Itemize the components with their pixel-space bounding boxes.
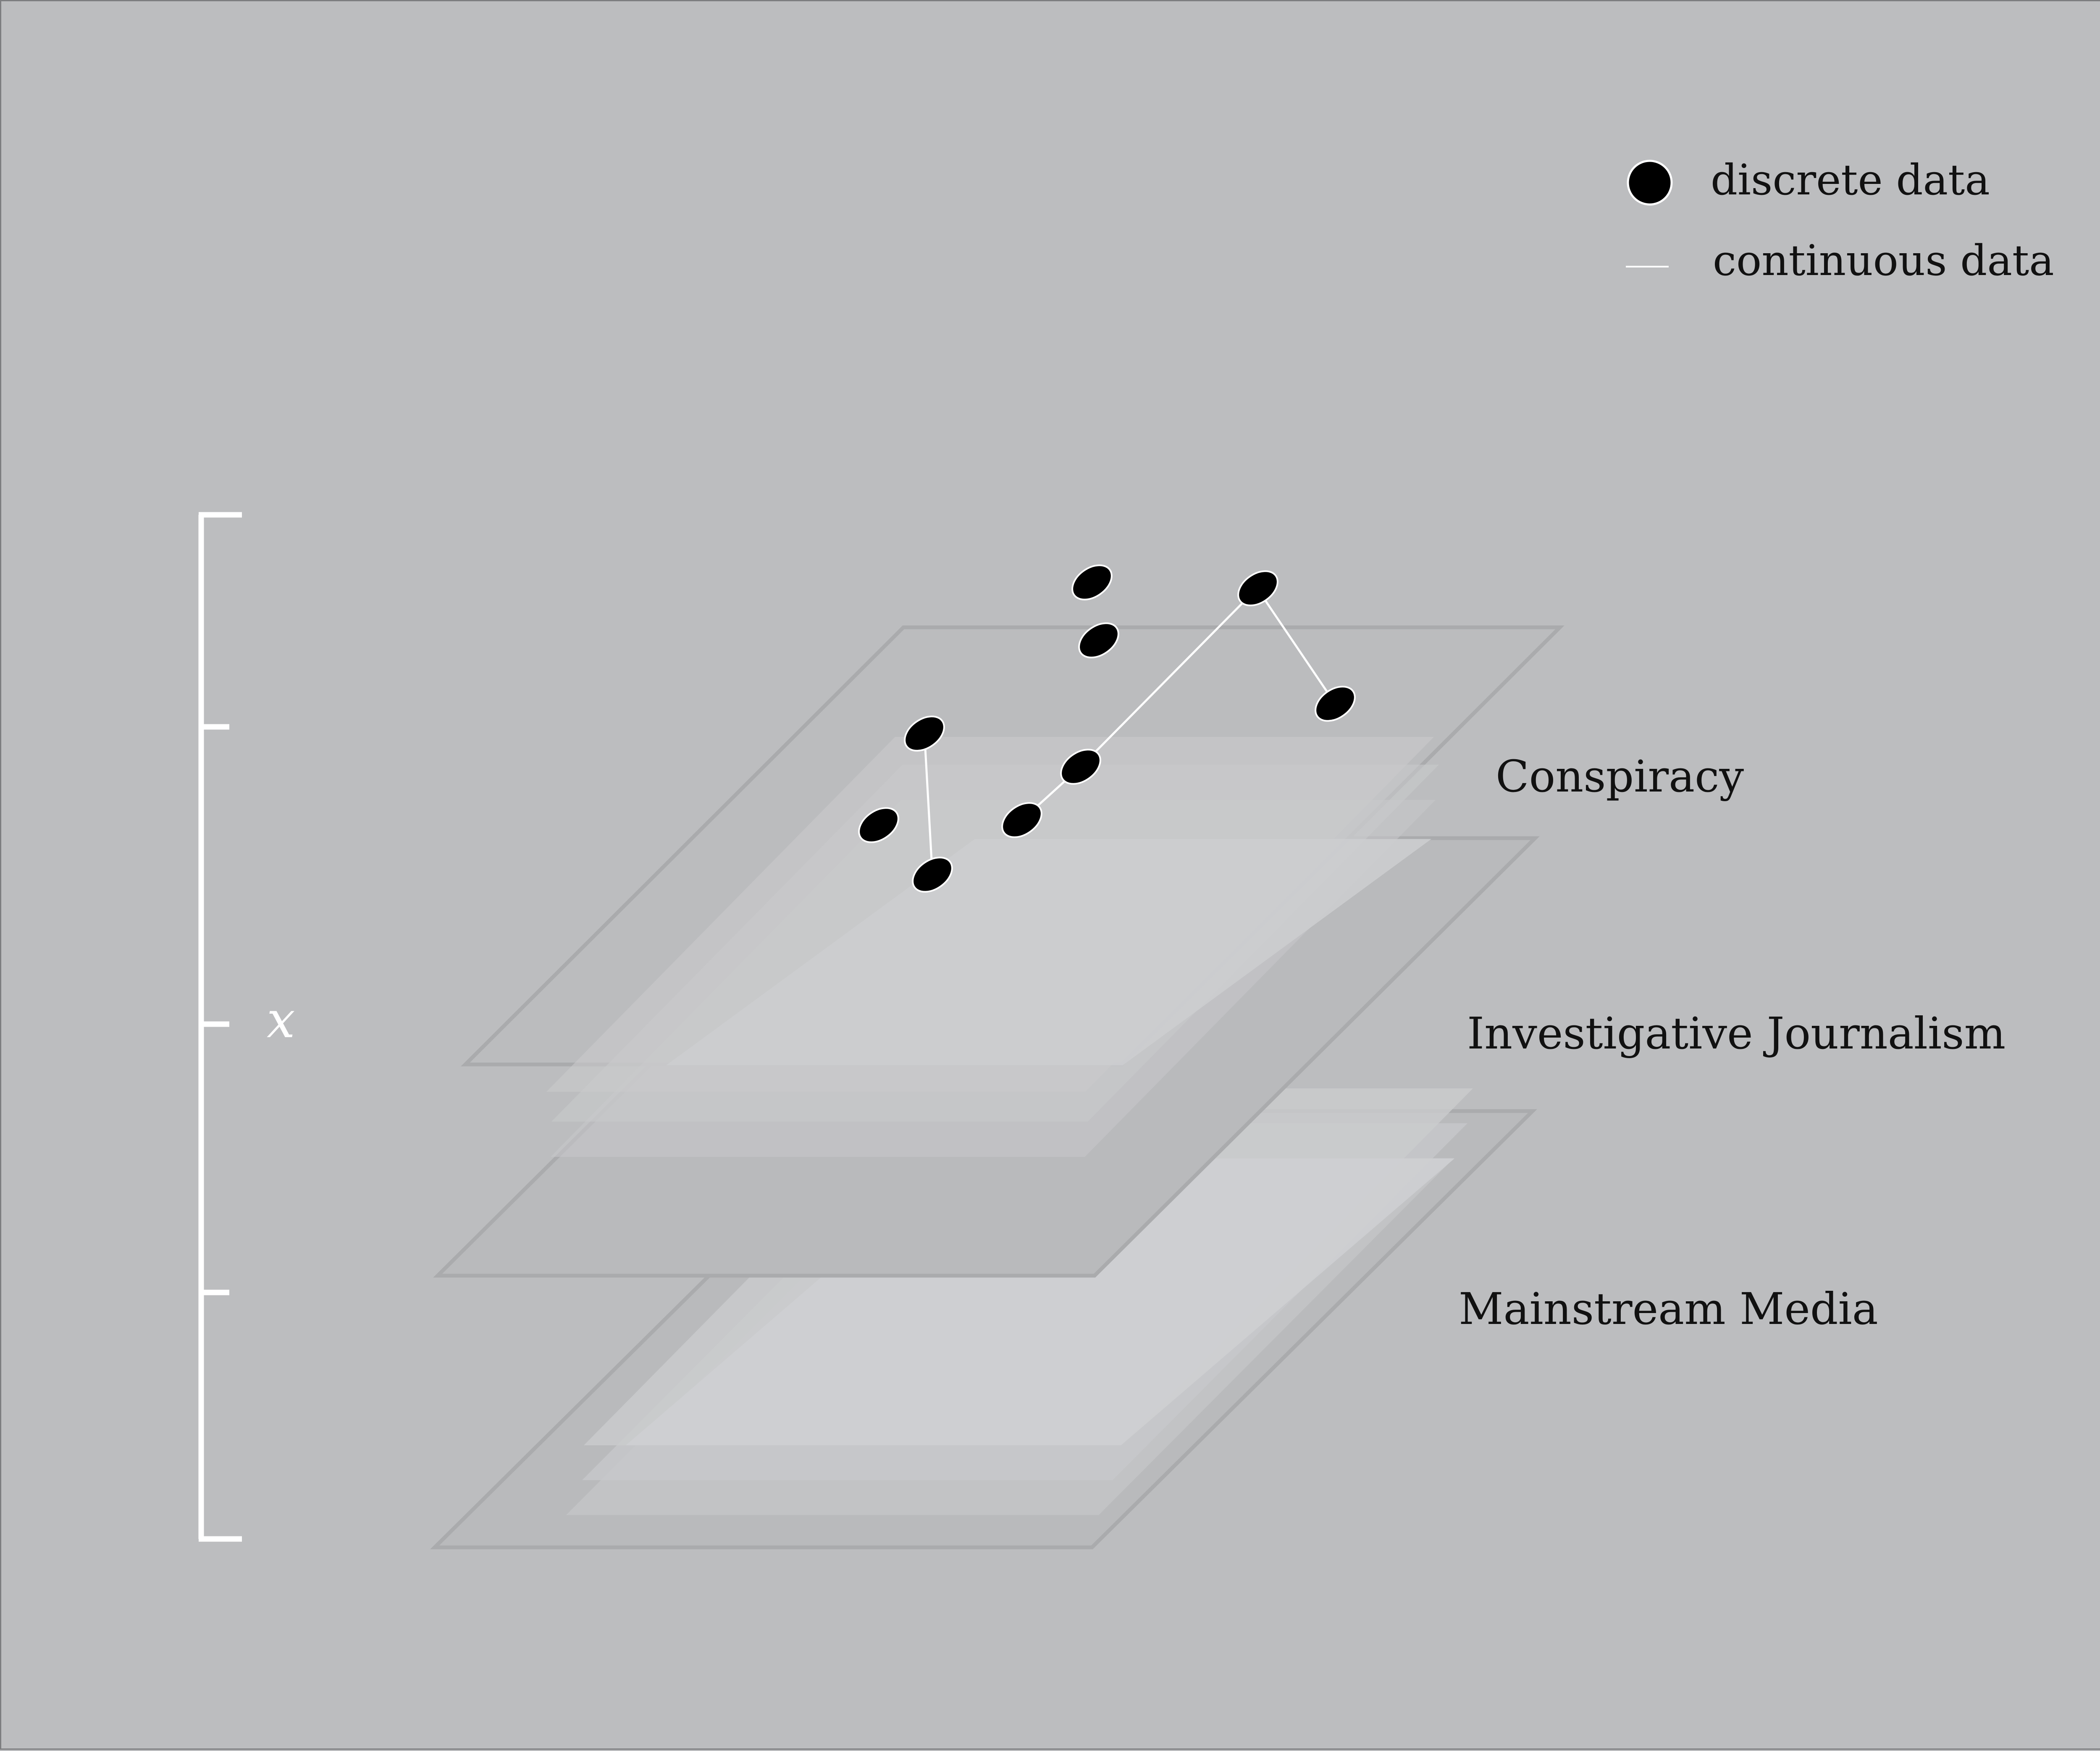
- layer-label-mainstream-media: Mainstream Media: [1459, 1283, 1878, 1334]
- legend-continuous-label: continuous data: [1713, 236, 2054, 285]
- legend: discrete data continuous data: [1626, 155, 2054, 285]
- legend-discrete-marker: [1628, 161, 1672, 204]
- layer-label-conspiracy: Conspiracy: [1496, 751, 1744, 802]
- layer-label-investigative-journalism: Investigative Journalism: [1467, 1008, 2006, 1059]
- axis-variable-label: x: [267, 991, 295, 1049]
- legend-discrete-label: discrete data: [1711, 155, 1990, 204]
- data-point: [1066, 558, 1118, 606]
- x-axis-bracket: [199, 515, 242, 1539]
